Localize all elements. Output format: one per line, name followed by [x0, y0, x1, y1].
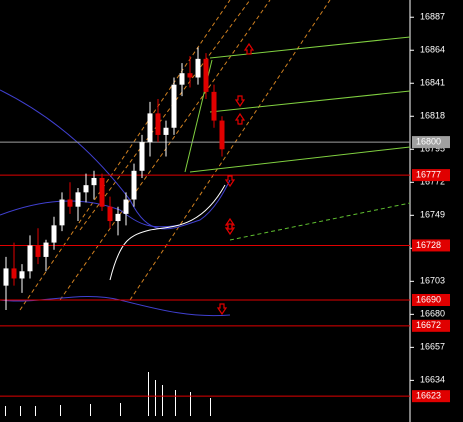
y-tick-label: 16749 [420, 210, 445, 220]
y-tick-label: 16772 [420, 177, 445, 187]
candle-body [131, 170, 137, 200]
level-label: 16777 [416, 169, 441, 179]
level-box [412, 136, 450, 149]
candle-body [147, 113, 153, 143]
level-label: 16800 [416, 136, 441, 146]
candle-body [35, 245, 41, 257]
level-box [412, 390, 450, 403]
arrows [216, 42, 255, 316]
candle-body [91, 177, 97, 186]
y-tick-label: 16864 [420, 45, 445, 55]
candle-body [11, 268, 17, 279]
level-box [412, 319, 450, 332]
candle-body [187, 73, 193, 78]
level-label: 16690 [416, 294, 441, 304]
level-box [412, 169, 450, 182]
candle-body [83, 185, 89, 193]
candle-body [43, 242, 49, 257]
candle-body [75, 192, 81, 207]
level-label: 16672 [416, 320, 441, 330]
candle-body [3, 268, 9, 286]
candle-body [179, 73, 185, 85]
y-tick-label: 16634 [420, 375, 445, 385]
candle-body [155, 113, 161, 135]
candle-body [171, 84, 177, 128]
y-tick-label: 16887 [420, 12, 445, 22]
y-tick-label: 16703 [420, 276, 445, 286]
level-box [412, 239, 450, 252]
candle-body [99, 177, 105, 207]
y-tick-label: 16680 [420, 309, 445, 319]
candle-body [107, 206, 113, 222]
candle-body [139, 142, 145, 171]
candle-body [211, 91, 217, 121]
candle-body [219, 120, 225, 150]
channel-lines [19, 0, 411, 311]
level-label: 16623 [416, 391, 441, 401]
y-tick-label: 16841 [420, 78, 445, 88]
candle-body [27, 245, 33, 272]
y-tick-label: 16818 [420, 111, 445, 121]
candle-body [195, 58, 201, 78]
volume-bars [5, 372, 211, 416]
candle-body [123, 199, 129, 214]
candle-body [115, 213, 121, 222]
candle-body [163, 127, 169, 135]
candle-body [67, 199, 73, 207]
candle-body [203, 58, 209, 92]
level-box [412, 293, 450, 306]
candle-body [51, 225, 57, 243]
level-label: 16728 [416, 240, 441, 250]
y-tick-label: 16795 [420, 144, 445, 154]
y-tick-label: 16657 [420, 342, 445, 352]
candle-body [19, 271, 25, 279]
candle-body [59, 199, 65, 226]
